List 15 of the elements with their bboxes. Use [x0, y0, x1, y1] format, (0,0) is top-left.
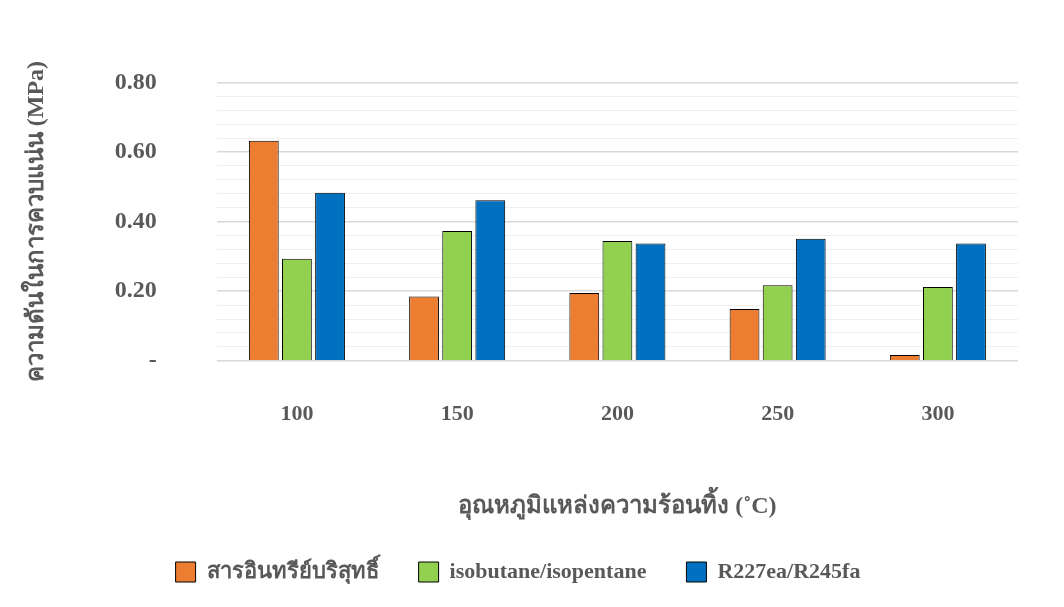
y-tick-label: -: [148, 346, 157, 372]
y-tick-label: 0.40: [114, 206, 157, 233]
legend-label: R227ea/R245fa: [717, 557, 861, 583]
x-tick-label: 300: [921, 399, 955, 425]
x-tick-label: 200: [600, 399, 634, 425]
y-tick-label: 0.60: [114, 137, 157, 164]
y-axis-title: ความดันในการควบแน่น (MPa): [19, 60, 48, 383]
x-tick-label: 100: [280, 399, 314, 425]
x-tick-label: 250: [761, 399, 795, 425]
y-tick-label: 0.80: [114, 67, 157, 94]
x-axis-title: อุณหภูมิแหล่งความร้อนทิ้ง (˚C): [458, 485, 777, 521]
legend-label: isobutane/isopentane: [449, 557, 647, 583]
x-tick-label: 150: [440, 399, 474, 425]
legend-label: สารอินทรีย์บริสุทธิ์: [206, 553, 381, 585]
y-tick-label: 0.20: [114, 276, 157, 303]
